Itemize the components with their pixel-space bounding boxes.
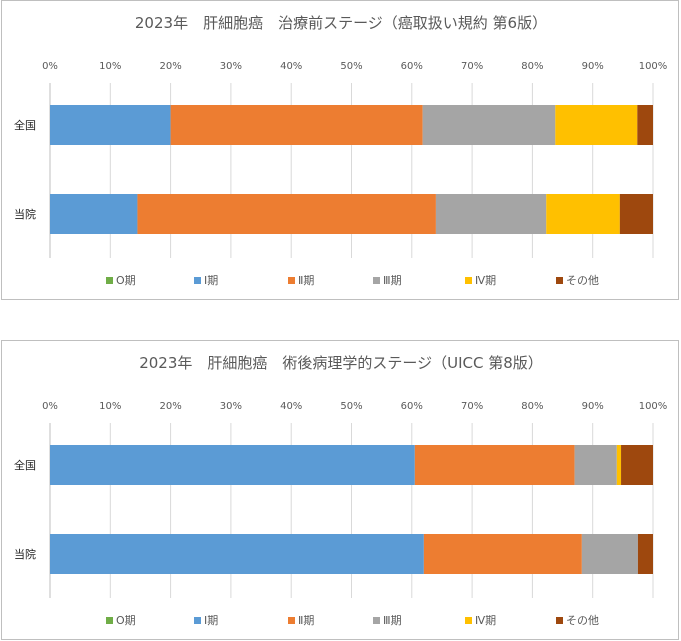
chart-panel-pretreatment: 2023年 肝細胞癌 治療前ステージ（癌取扱い規約 第6版） 0% 10% 20% 30… xyxy=(1,0,679,300)
legend-label: Ⅱ期 xyxy=(298,274,314,287)
bar-segment-3 xyxy=(422,105,556,145)
x-tick-label: 100% xyxy=(639,61,668,72)
bar-segment-4 xyxy=(616,445,622,485)
x-tick-label: 20% xyxy=(159,401,181,412)
x-tick-label: 50% xyxy=(340,401,362,412)
bar-segment-3 xyxy=(581,534,638,574)
legend-swatch xyxy=(556,277,563,284)
category-label: 当院 xyxy=(14,547,36,561)
x-tick-label: 60% xyxy=(401,401,423,412)
legend-swatch xyxy=(194,277,201,284)
chart-svg-pretreatment: 2023年 肝細胞癌 治療前ステージ（癌取扱い規約 第6版） 0% 10% 20% 30… xyxy=(14,14,668,287)
bar-segment-1 xyxy=(50,194,138,234)
x-tick-label: 90% xyxy=(582,401,604,412)
legend-swatch xyxy=(465,277,472,284)
bar-segment-2 xyxy=(414,445,575,485)
legend-label: Ⅳ期 xyxy=(475,614,496,627)
legend-swatch xyxy=(288,277,295,284)
bar-segment-1 xyxy=(50,105,171,145)
bar-segment-5 xyxy=(637,534,653,574)
category-label: 全国 xyxy=(14,118,36,132)
x-tick-label: 10% xyxy=(99,401,121,412)
x-tick-label: 90% xyxy=(582,61,604,72)
bar-segment-2 xyxy=(170,105,423,145)
x-tick-label: 30% xyxy=(220,61,242,72)
x-tick-label: 60% xyxy=(401,61,423,72)
x-tick-label: 80% xyxy=(521,401,543,412)
x-tick-label: 100% xyxy=(639,401,668,412)
x-tick-label: 10% xyxy=(99,61,121,72)
category-label: 全国 xyxy=(14,458,36,472)
legend-label: Ⅲ期 xyxy=(383,274,402,287)
x-tick-label: 70% xyxy=(461,61,483,72)
x-tick-label: 0% xyxy=(42,401,58,412)
x-tick-label: 40% xyxy=(280,61,302,72)
legend-label: その他 xyxy=(566,614,599,627)
x-tick-label: 70% xyxy=(461,401,483,412)
bar-segment-4 xyxy=(555,105,638,145)
bar-segment-5 xyxy=(621,445,653,485)
legend-swatch xyxy=(465,617,472,624)
x-tick-label: 30% xyxy=(220,401,242,412)
legend-swatch xyxy=(373,277,380,284)
chart-svg-pathological: 2023年 肝細胞癌 術後病理学的ステージ（UICC 第8版） 0% 10% 20% 3… xyxy=(14,354,668,627)
legend-label: Ⅰ期 xyxy=(204,614,218,627)
bar-segment-1 xyxy=(50,534,424,574)
bar-segment-5 xyxy=(637,105,653,145)
legend-label: Ⅳ期 xyxy=(475,274,496,287)
legend-label: O期 xyxy=(116,274,136,287)
legend-label: その他 xyxy=(566,274,599,287)
x-tick-label: 40% xyxy=(280,401,302,412)
x-tick-label: 20% xyxy=(159,61,181,72)
chart-title: 2023年 肝細胞癌 術後病理学的ステージ（UICC 第8版） xyxy=(139,354,543,372)
chart-panel-pathological: 2023年 肝細胞癌 術後病理学的ステージ（UICC 第8版） 0% 10% 20% 3… xyxy=(1,340,679,640)
x-tick-label: 0% xyxy=(42,61,58,72)
legend-swatch xyxy=(288,617,295,624)
x-tick-label: 50% xyxy=(340,61,362,72)
legend-label: Ⅰ期 xyxy=(204,274,218,287)
legend-label: Ⅲ期 xyxy=(383,614,402,627)
legend-swatch xyxy=(373,617,380,624)
legend-label: Ⅱ期 xyxy=(298,614,314,627)
category-label: 当院 xyxy=(14,207,36,221)
bar-segment-4 xyxy=(546,194,620,234)
chart-title: 2023年 肝細胞癌 治療前ステージ（癌取扱い規約 第6版） xyxy=(135,14,547,32)
bar-segment-2 xyxy=(137,194,436,234)
x-tick-label: 80% xyxy=(521,61,543,72)
bar-segment-2 xyxy=(423,534,582,574)
bar-segment-3 xyxy=(435,194,547,234)
legend-swatch xyxy=(194,617,201,624)
bar-segment-1 xyxy=(50,445,415,485)
legend-label: O期 xyxy=(116,614,136,627)
legend-swatch xyxy=(556,617,563,624)
legend-swatch xyxy=(106,617,113,624)
bar-segment-3 xyxy=(574,445,617,485)
bar-segment-5 xyxy=(619,194,653,234)
legend-swatch xyxy=(106,277,113,284)
